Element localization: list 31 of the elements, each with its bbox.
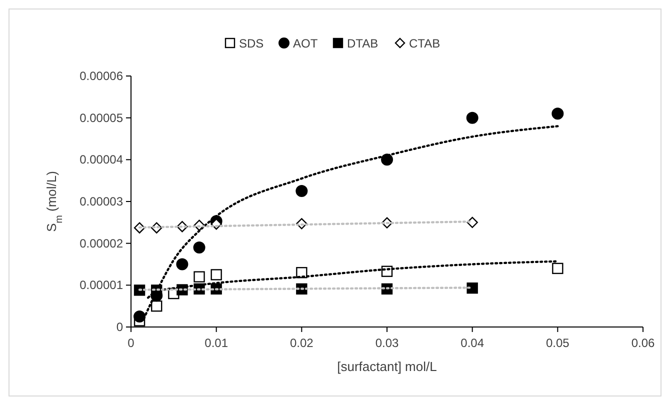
- legend-label: CTAB: [409, 36, 440, 50]
- x-tick-label: 0.06: [631, 336, 655, 350]
- legend-label: DTAB: [347, 36, 378, 50]
- point: [176, 258, 188, 270]
- point: [552, 262, 564, 274]
- y-tick-label: 0.00001: [80, 278, 124, 292]
- point: [466, 282, 478, 294]
- x-tick-label: 0: [128, 336, 135, 350]
- y-tick-label: 0.00004: [80, 152, 124, 167]
- y-tick-label: 0.00002: [80, 236, 124, 250]
- point: [210, 269, 222, 280]
- x-axis-title: [surfactant] mol/L: [337, 359, 437, 374]
- x-tick-label: 0.05: [546, 336, 570, 350]
- point: [194, 271, 205, 282]
- y-tick-label: 0: [116, 320, 124, 334]
- point: [466, 112, 478, 124]
- x-tick-label: 0.03: [375, 336, 399, 350]
- y-tick-label: 0.00005: [80, 110, 124, 125]
- x-tick-label: 0.02: [290, 336, 314, 350]
- point: [552, 108, 564, 120]
- x-tick-label: 0.01: [204, 336, 228, 350]
- point: [151, 300, 162, 312]
- x-tick-label: 0.04: [460, 336, 484, 350]
- legend-label: SDS: [239, 36, 264, 50]
- legend-label: AOT: [293, 36, 318, 50]
- y-tick-label: 0.00003: [80, 194, 124, 208]
- point: [466, 216, 478, 228]
- point: [296, 185, 308, 198]
- point: [193, 242, 206, 254]
- point: [134, 310, 146, 323]
- y-tick-label: 0.00006: [80, 69, 124, 83]
